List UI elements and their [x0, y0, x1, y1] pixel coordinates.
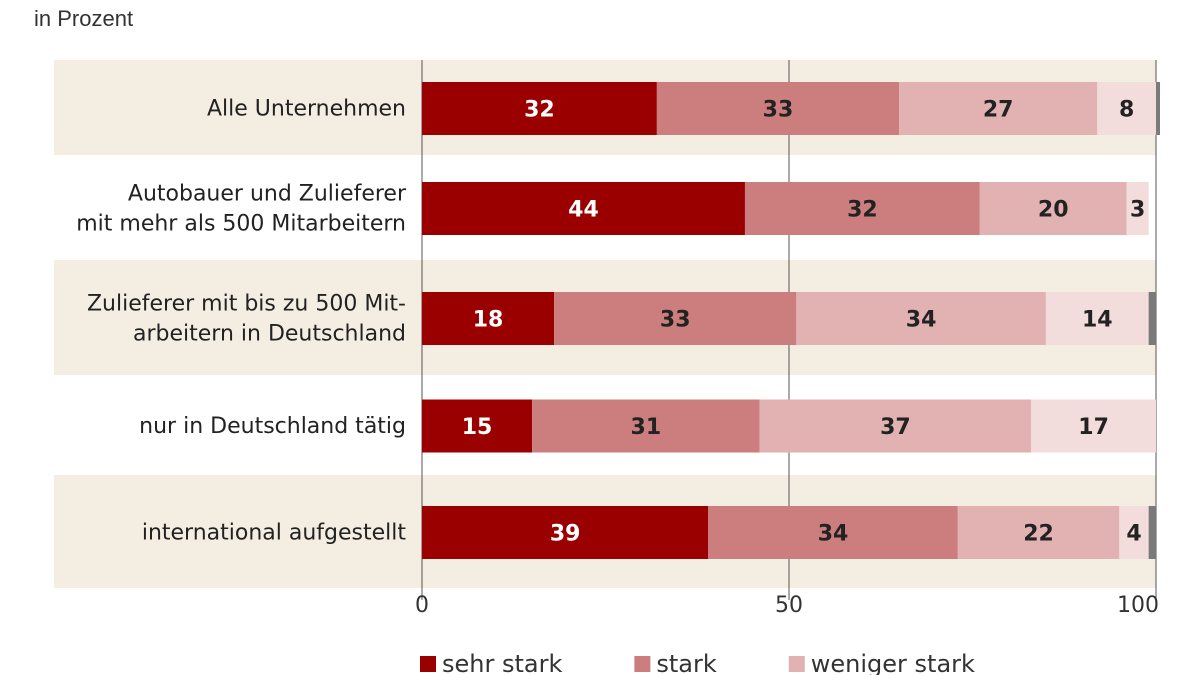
bar-segment [708, 506, 958, 559]
bar-segment [796, 292, 1046, 345]
bar-segment [759, 399, 1032, 453]
data-label: 32 [847, 198, 878, 223]
bar-segment [1148, 506, 1156, 559]
data-label: 20 [1038, 198, 1069, 223]
category-label: arbeitern in Deutschland [133, 322, 406, 347]
bar-segment [1126, 182, 1149, 235]
bar-segment [979, 182, 1127, 235]
data-label: 14 [1082, 308, 1113, 333]
legend-label: sehr stark [442, 650, 562, 675]
data-label: 39 [550, 522, 581, 547]
data-label: 18 [473, 308, 504, 333]
bar-segment [1119, 506, 1149, 559]
x-tick-label: 0 [415, 593, 429, 618]
bar-segment [957, 506, 1120, 559]
bar-segment [1156, 82, 1160, 135]
category-label: Zulieferer mit bis zu 500 Mit- [87, 292, 406, 317]
category-label: international aufgestellt [142, 521, 407, 546]
bar-segment [422, 82, 657, 135]
x-tick-label: 100 [1117, 593, 1159, 618]
legend-swatch [420, 656, 436, 672]
category-label: mit mehr als 500 Mitarbeitern [76, 212, 406, 237]
legend-label: stark [656, 650, 716, 675]
chart-subtitle: in Prozent [34, 6, 134, 31]
legend-swatch [634, 656, 651, 672]
bar-segment [422, 292, 555, 345]
bar-segment [1097, 82, 1156, 135]
bar-segment [1148, 292, 1156, 345]
category-label: Alle Unternehmen [207, 97, 406, 122]
data-label: 4 [1126, 522, 1141, 547]
legend-swatch [788, 656, 805, 672]
data-label: 34 [818, 522, 849, 547]
bar-segment [656, 82, 900, 135]
bar-segment [744, 182, 980, 235]
bar-segment [422, 399, 533, 453]
data-label: 8 [1119, 98, 1134, 123]
data-label: 22 [1023, 522, 1054, 547]
bar-segment [554, 292, 797, 345]
data-label: 17 [1078, 415, 1109, 440]
data-label: 44 [568, 198, 599, 223]
data-label: 27 [983, 98, 1014, 123]
category-label: nur in Deutschland tätig [139, 414, 406, 439]
data-label: 3 [1130, 198, 1145, 223]
data-label: 33 [763, 98, 794, 123]
bar-segment [532, 399, 760, 453]
x-tick-label: 50 [775, 593, 803, 618]
data-label: 31 [631, 415, 662, 440]
category-label: Autobauer und Zulieferer [128, 182, 407, 207]
bar-segment [1045, 292, 1149, 345]
bar-segment [422, 506, 709, 559]
data-label: 15 [462, 415, 493, 440]
bar-segment [899, 82, 1098, 135]
data-label: 33 [660, 308, 691, 333]
data-label: 32 [524, 98, 555, 123]
bar-segment [1031, 399, 1156, 453]
data-label: 37 [880, 415, 911, 440]
bar-segment [422, 182, 745, 235]
data-label: 34 [906, 308, 937, 333]
legend-label: weniger stark [811, 650, 975, 675]
